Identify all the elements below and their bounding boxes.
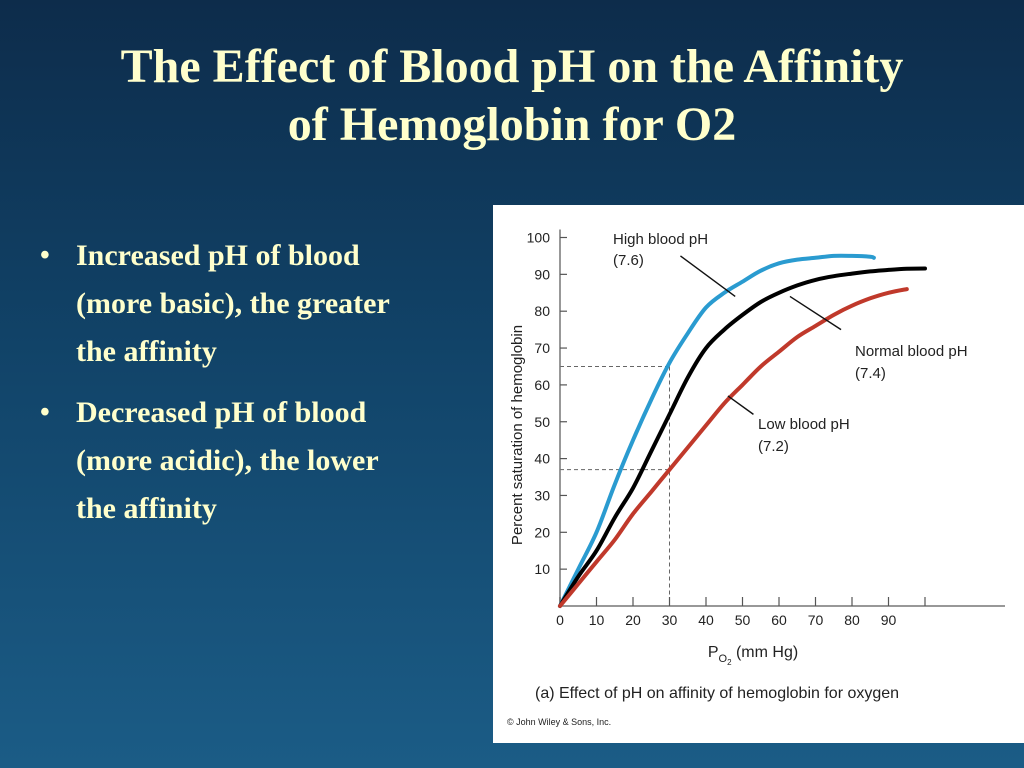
series-label-high-line-1: High blood pH — [613, 231, 708, 248]
slide-title: The Effect of Blood pH on the Affinity o… — [0, 38, 1024, 154]
x-tick-label: 80 — [844, 612, 860, 628]
low-ph-leader — [727, 395, 754, 415]
y-tick-label: 90 — [534, 266, 550, 282]
bullet-2-line-3: the affinity — [76, 492, 217, 525]
series-label-high-line-2: (7.6) — [613, 252, 644, 269]
x-axis-label-main: P — [708, 644, 719, 661]
series-label-low-line-2: (7.2) — [758, 438, 789, 455]
bullet-dot-icon: • — [40, 397, 50, 428]
x-tick-label: 60 — [771, 612, 787, 628]
x-tick-label: 0 — [556, 612, 564, 628]
bullet-dot-icon: • — [40, 240, 50, 271]
bullet-item-increased-ph: • Increased pH of blood (more basic), th… — [40, 232, 490, 376]
series-label-normal-line-2: (7.4) — [855, 365, 886, 382]
bullet-2-line-2: (more acidic), the lower — [76, 444, 379, 477]
x-axis-label-subsub: 2 — [727, 658, 732, 667]
bullet-item-decreased-ph: • Decreased pH of blood (more acidic), t… — [40, 389, 490, 533]
bullet-1-line-3: the affinity — [76, 335, 217, 368]
y-tick-label: 60 — [534, 377, 550, 393]
y-tick-label: 10 — [534, 561, 550, 577]
slide-title-line-1: The Effect of Blood pH on the Affinity — [120, 40, 904, 93]
x-axis-label-sub: O — [719, 653, 728, 665]
x-tick-label: 30 — [662, 612, 678, 628]
normal-ph-leader — [789, 295, 842, 331]
bullet-1-line-2: (more basic), the greater — [76, 287, 390, 320]
high-ph-curve — [558, 253, 876, 608]
ticks: 10 20 30 40 50 60 70 80 90 100 0 10 20 30 40 50 60 70 80 90 — [527, 230, 926, 628]
low-ph-curve — [558, 287, 909, 608]
y-tick-label: 80 — [534, 303, 550, 319]
chart-panel: 10 20 30 40 50 60 70 80 90 100 0 10 20 30 40 50 60 70 80 90… — [493, 205, 1024, 743]
series-label-normal-line-1: Normal blood pH — [855, 343, 968, 360]
y-tick-label: 30 — [534, 487, 550, 503]
reference-lines — [560, 365, 670, 606]
x-tick-label: 90 — [881, 612, 897, 628]
bullet-2-line-1: Decreased pH of blood — [76, 396, 367, 429]
x-tick-label: 40 — [698, 612, 714, 628]
x-tick-label: 70 — [808, 612, 824, 628]
normal-ph-curve — [558, 266, 927, 608]
axes — [559, 229, 1005, 607]
y-tick-label: 50 — [534, 414, 550, 430]
chart-caption: (a) Effect of pH on affinity of hemoglob… — [535, 685, 899, 702]
slide-title-line-2: of Hemoglobin for O2 — [287, 98, 737, 151]
x-axis-label: PO2 (mm Hg) — [708, 644, 798, 667]
curves — [558, 253, 927, 608]
x-axis-label-rest: (mm Hg) — [732, 644, 799, 661]
y-tick-label: 100 — [527, 230, 551, 246]
copyright-notice: © John Wiley & Sons, Inc. — [507, 717, 611, 727]
series-label-low-line-1: Low blood pH — [758, 416, 850, 433]
bullet-list: • Increased pH of blood (more basic), th… — [40, 232, 490, 546]
y-axis-label: Percent saturation of hemoglobin — [509, 325, 526, 545]
bullet-1-line-1: Increased pH of blood — [76, 239, 360, 272]
x-tick-label: 50 — [735, 612, 751, 628]
y-tick-label: 70 — [534, 340, 550, 356]
label-leaders — [680, 255, 842, 415]
x-tick-label: 10 — [589, 612, 605, 628]
y-tick-label: 20 — [534, 524, 550, 540]
x-tick-label: 20 — [625, 612, 641, 628]
oxygen-dissociation-chart: 10 20 30 40 50 60 70 80 90 100 0 10 20 30 40 50 60 70 80 90… — [507, 229, 1005, 727]
high-ph-leader — [680, 255, 736, 298]
y-tick-label: 40 — [534, 451, 550, 467]
